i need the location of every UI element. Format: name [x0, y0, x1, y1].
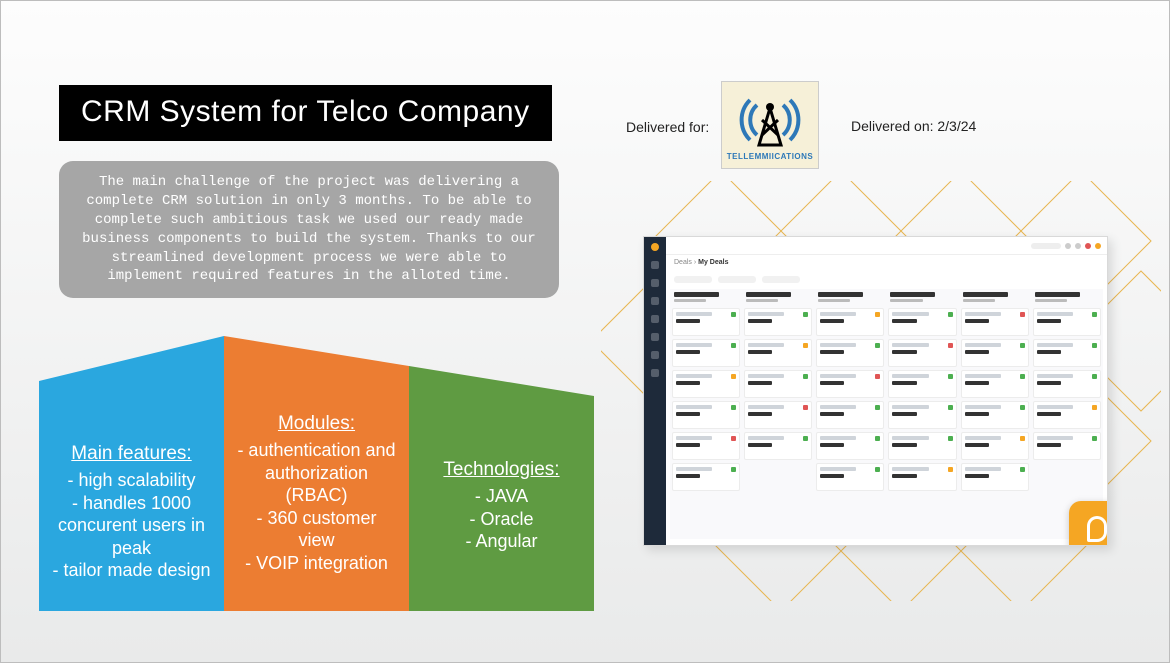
shot-deal-card — [961, 370, 1029, 398]
shot-deal-card — [961, 339, 1029, 367]
client-logo-text: TELLEMMIICATIONS — [727, 152, 814, 161]
slide: CRM System for Telco Company The main ch… — [0, 0, 1170, 663]
shot-kanban-column — [816, 291, 884, 537]
shot-sidebar-icon — [651, 297, 659, 305]
panel-modules-heading: Modules: — [236, 413, 397, 435]
panel-tech-line: - Oracle — [421, 508, 582, 531]
shot-deal-card — [888, 370, 956, 398]
panel-features-line: - high scalability — [51, 469, 212, 492]
shot-kanban-column — [961, 291, 1029, 537]
shot-deal-card — [744, 339, 812, 367]
panel-tech-heading: Technologies: — [421, 459, 582, 481]
shot-kanban-board — [670, 289, 1103, 539]
description-box: The main challenge of the project was de… — [59, 161, 559, 298]
shot-deal-card — [672, 401, 740, 429]
shot-sidebar-icon — [651, 279, 659, 287]
shot-deal-card — [961, 308, 1029, 336]
shot-deal-card — [672, 370, 740, 398]
shot-filter-pill — [674, 276, 712, 283]
shot-topbar-icon — [1075, 243, 1081, 249]
panel-features: Main features: - high scalability - hand… — [39, 321, 224, 611]
shot-chat-bubble-icon — [1069, 501, 1108, 546]
delivered-for-label: Delivered for: — [626, 119, 709, 135]
delivered-on-label: Delivered on: 2/3/24 — [851, 118, 976, 134]
shot-deal-card — [888, 339, 956, 367]
panel-modules-line: - VOIP integration — [236, 552, 397, 575]
shot-deal-card — [1033, 339, 1101, 367]
shot-column-header — [888, 291, 956, 305]
panel-modules-line: - authentication and authorization (RBAC… — [236, 439, 397, 507]
shot-deal-card — [1033, 432, 1101, 460]
shot-filter-pill — [718, 276, 756, 283]
shot-breadcrumb-root: Deals › — [674, 259, 696, 266]
shot-column-header — [672, 291, 740, 305]
shot-deal-card — [1033, 401, 1101, 429]
shot-deal-card — [1033, 370, 1101, 398]
shot-sidebar — [644, 237, 666, 545]
panel-features-line: - handles 1000 concurent users in peak — [51, 492, 212, 560]
slide-title: CRM System for Telco Company — [59, 85, 552, 141]
shot-deal-card — [888, 432, 956, 460]
shot-deal-card — [744, 401, 812, 429]
shot-column-header — [1033, 291, 1101, 305]
panel-features-line: - tailor made design — [51, 559, 212, 582]
shot-sidebar-icon — [651, 261, 659, 269]
shot-sidebar-logo-icon — [651, 243, 659, 251]
shot-deal-card — [961, 401, 1029, 429]
panel-modules-line: - 360 customer view — [236, 507, 397, 552]
shot-deal-card — [672, 339, 740, 367]
shot-breadcrumb-leaf: My Deals — [698, 259, 728, 266]
crm-screenshot: Deals › My Deals — [643, 236, 1108, 546]
shot-column-header — [961, 291, 1029, 305]
shot-deal-card — [888, 401, 956, 429]
shot-deal-card — [816, 463, 884, 491]
client-logo: TELLEMMIICATIONS — [721, 81, 819, 169]
shot-deal-card — [961, 432, 1029, 460]
shot-deal-card — [672, 308, 740, 336]
shot-topbar-icon — [1065, 243, 1071, 249]
shot-sidebar-icon — [651, 351, 659, 359]
shot-deal-card — [744, 308, 812, 336]
shot-sidebar-icon — [651, 315, 659, 323]
shot-deal-card — [816, 432, 884, 460]
shot-deal-card — [816, 308, 884, 336]
shot-deal-card — [672, 432, 740, 460]
antenna-icon — [735, 90, 805, 150]
shot-filter-bar — [666, 273, 1107, 285]
panel-tech-line: - JAVA — [421, 485, 582, 508]
shot-kanban-column — [744, 291, 812, 537]
shot-filter-pill — [762, 276, 800, 283]
shot-topbar — [666, 237, 1107, 255]
shot-deal-card — [816, 401, 884, 429]
shot-deal-card — [1033, 308, 1101, 336]
shot-topbar-avatar-icon — [1095, 243, 1101, 249]
shot-deal-card — [888, 308, 956, 336]
panel-tech: Technologies: - JAVA - Oracle - Angular — [409, 321, 594, 611]
shot-breadcrumb: Deals › My Deals — [674, 259, 729, 266]
shot-deal-card — [816, 370, 884, 398]
shot-deal-card — [888, 463, 956, 491]
shot-deal-card — [744, 370, 812, 398]
shot-topbar-icon — [1085, 243, 1091, 249]
shot-sidebar-icon — [651, 369, 659, 377]
shot-column-header — [816, 291, 884, 305]
shot-sidebar-icon — [651, 333, 659, 341]
shot-deal-card — [816, 339, 884, 367]
panel-modules: Modules: - authentication and authorizat… — [224, 321, 409, 611]
panel-features-heading: Main features: — [51, 443, 212, 465]
shot-kanban-column — [672, 291, 740, 537]
shot-topbar-pill — [1031, 243, 1061, 249]
shot-deal-card — [744, 432, 812, 460]
shot-deal-card — [672, 463, 740, 491]
shot-kanban-column — [888, 291, 956, 537]
shot-column-header — [744, 291, 812, 305]
shot-deal-card — [961, 463, 1029, 491]
panel-tech-line: - Angular — [421, 530, 582, 553]
